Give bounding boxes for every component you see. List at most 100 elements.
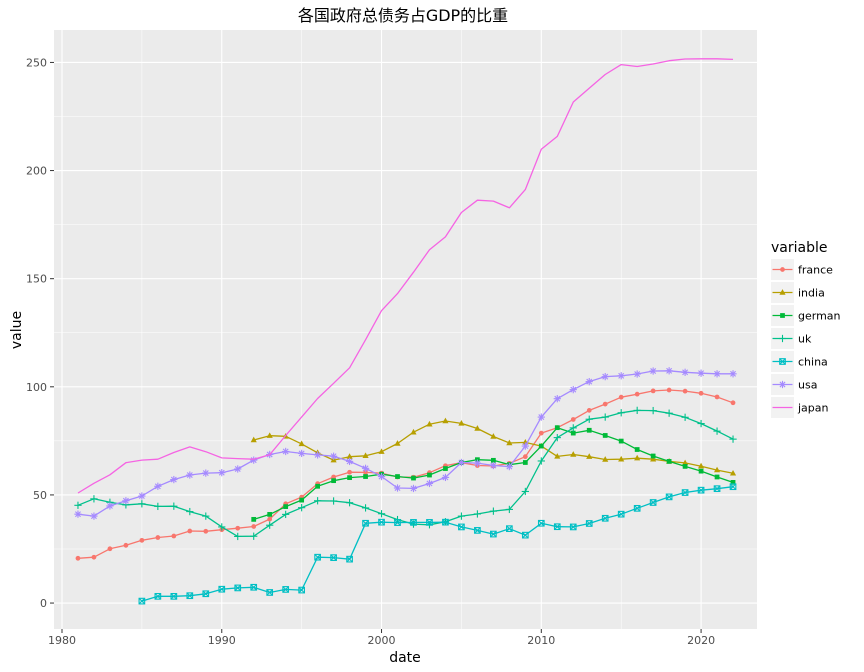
point-marker: [730, 480, 736, 485]
point-marker: [299, 497, 305, 503]
point-marker: [107, 546, 113, 552]
point-marker: [521, 531, 529, 539]
point-marker: [522, 454, 528, 460]
point-marker: [250, 583, 258, 591]
marker-stroke: [474, 460, 481, 467]
legend-item-france: france: [771, 259, 833, 280]
point-marker: [713, 485, 721, 493]
point-marker: [282, 586, 290, 593]
marker-stroke: [378, 473, 385, 480]
series-usa: [74, 367, 737, 520]
point-marker: [74, 510, 82, 518]
point-marker: [361, 464, 370, 472]
marker-stroke: [713, 485, 721, 493]
point-marker: [427, 472, 432, 478]
marker-stroke: [779, 358, 786, 365]
series-line-japan: [77, 58, 734, 494]
marker-stroke: [282, 586, 290, 593]
marker-stroke: [538, 414, 545, 421]
point-marker: [202, 590, 210, 598]
point-marker: [729, 435, 737, 443]
point-marker: [586, 453, 593, 459]
x-tick-label: 1990: [208, 634, 236, 647]
point-marker: [298, 586, 305, 594]
point-marker: [426, 519, 433, 526]
marker-stroke: [218, 585, 226, 593]
point-marker: [780, 313, 785, 318]
marker-stroke: [521, 531, 529, 539]
point-marker: [410, 428, 417, 435]
marker-stroke: [729, 483, 737, 491]
point-marker: [234, 465, 242, 473]
point-marker: [780, 267, 785, 272]
marker-stroke: [506, 463, 513, 470]
marker-stroke: [314, 451, 321, 458]
point-marker: [251, 516, 257, 522]
marker-stroke: [234, 584, 242, 592]
point-marker: [601, 373, 609, 381]
point-marker: [570, 451, 577, 457]
point-marker: [346, 453, 353, 459]
marker-stroke: [601, 514, 609, 522]
point-marker: [123, 542, 129, 548]
point-marker: [266, 589, 274, 596]
marker-stroke: [442, 518, 449, 526]
point-marker: [634, 454, 641, 461]
marker-stroke: [442, 474, 449, 481]
point-marker: [537, 413, 545, 421]
marker-stroke: [602, 515, 609, 522]
marker-stroke: [186, 472, 193, 478]
point-marker: [634, 447, 640, 452]
marker-stroke: [202, 590, 209, 597]
marker-stroke: [186, 592, 193, 599]
point-marker: [665, 493, 673, 501]
point-marker: [234, 584, 242, 592]
marker-stroke: [378, 518, 385, 526]
point-marker: [682, 464, 688, 469]
marker-stroke: [330, 554, 337, 561]
marker-stroke: [538, 520, 545, 527]
point-marker: [553, 395, 561, 403]
marker-stroke: [362, 519, 369, 527]
point-marker: [553, 523, 561, 531]
point-marker: [473, 459, 482, 467]
point-marker: [90, 512, 98, 520]
point-marker: [187, 528, 193, 534]
point-marker: [267, 512, 273, 517]
marker-stroke: [713, 485, 721, 492]
point-marker: [218, 585, 226, 593]
point-marker: [138, 597, 146, 605]
point-marker: [202, 469, 210, 477]
point-marker: [266, 432, 273, 438]
marker-stroke: [522, 443, 529, 450]
point-marker: [377, 472, 386, 481]
point-marker: [649, 367, 657, 375]
marker-stroke: [138, 597, 146, 605]
point-marker: [411, 475, 416, 481]
point-marker: [569, 424, 577, 432]
legend-item-usa: usa: [771, 374, 817, 395]
chart-title: 各国政府总债务占GDP的比重: [298, 6, 508, 25]
point-marker: [331, 474, 336, 480]
marker-stroke: [506, 525, 513, 532]
point-marker: [586, 407, 592, 413]
marker-stroke: [394, 519, 401, 526]
point-marker: [363, 470, 368, 475]
marker-stroke: [617, 510, 625, 518]
plot-panel: [54, 30, 757, 629]
point-marker: [570, 417, 576, 422]
point-marker: [171, 533, 177, 539]
point-marker: [665, 367, 673, 375]
marker-stroke: [138, 493, 145, 499]
point-marker: [313, 451, 322, 459]
point-marker: [186, 592, 194, 600]
y-tick-label: 200: [26, 165, 47, 178]
point-marker: [170, 592, 178, 600]
marker-stroke: [250, 584, 257, 591]
y-tick-label: 50: [33, 489, 47, 502]
marker-stroke: [779, 358, 786, 365]
point-marker: [394, 519, 401, 526]
point-marker: [251, 524, 257, 529]
point-marker: [218, 523, 226, 531]
